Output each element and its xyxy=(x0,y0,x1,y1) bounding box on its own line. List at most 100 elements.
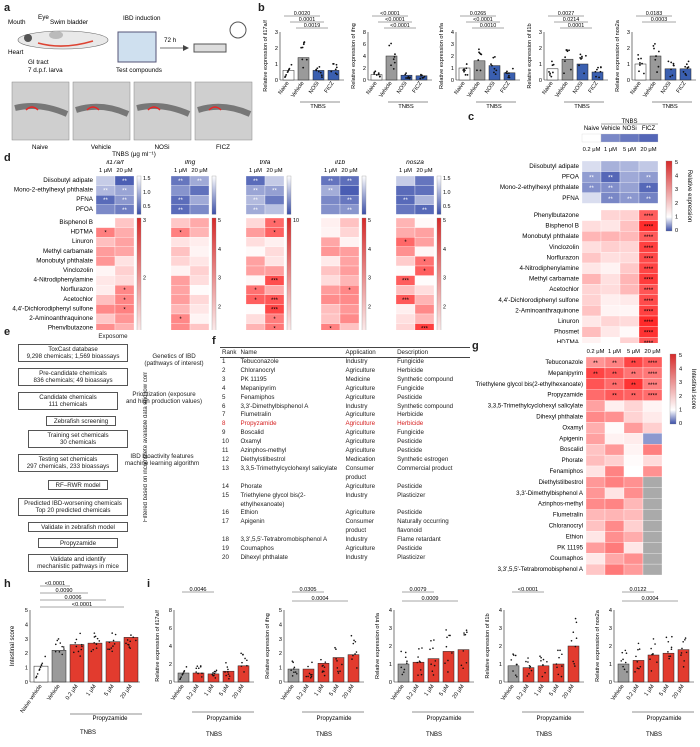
g-cell-16-2 xyxy=(623,531,644,543)
flow-box-10: RF–RWR model xyxy=(48,480,108,490)
g-cell-17-3 xyxy=(642,542,663,554)
i-point-4-4-1 xyxy=(685,651,688,654)
f-cell-11-1: Diethylstilbestrol xyxy=(240,455,286,463)
h-point-2-6 xyxy=(80,648,83,651)
c-bottom-cell-12-3 xyxy=(638,337,659,343)
i-point-1-1-2 xyxy=(305,675,308,678)
c-subcol-2: 5 μM xyxy=(623,147,636,153)
i-point-4-0-8 xyxy=(624,649,627,652)
b-point-0-2-0 xyxy=(318,66,321,68)
c-bottom-row-12: HDTMA xyxy=(557,339,580,343)
d-top-sig-2-3-0: ** xyxy=(253,208,258,214)
i-point-4-3-8 xyxy=(670,646,673,649)
c-bottom-cell-3-1 xyxy=(600,241,621,253)
panel-letter-i: i xyxy=(147,578,151,590)
d-top-cell-0-3-0 xyxy=(95,204,116,215)
d-bottom-cell-2-3-0 xyxy=(245,246,266,257)
i-point-1-2-3 xyxy=(324,661,327,663)
i-point-3-1-7 xyxy=(527,661,529,663)
c-bottom-row-4: Norflurazon xyxy=(546,254,579,261)
b-point-1-3-7 xyxy=(420,73,422,76)
i-point-4-4-8 xyxy=(680,654,682,656)
b-pval-3-2: 0.0001 xyxy=(568,23,585,29)
i-point-1-4-0 xyxy=(354,653,356,655)
i-bar-0-1 xyxy=(192,672,205,683)
i-cat-2-2: 1 μM xyxy=(424,683,436,697)
c-bottom-cell-9-1 xyxy=(600,305,621,317)
i-ytick-4-2: 2 xyxy=(609,644,612,650)
h-cat-2: 0.2 μM xyxy=(65,683,80,701)
i-point-0-0-7 xyxy=(180,676,182,678)
flow-box-3: Pre-candidate chemicals 836 chemicals; 4… xyxy=(18,368,128,386)
b-point-1-0-6 xyxy=(379,75,381,78)
g-sig-2-1: ** xyxy=(612,383,617,389)
i-point-4-0-5 xyxy=(622,658,624,661)
i-point-1-4-2 xyxy=(352,654,354,657)
i-bar-4-3 xyxy=(662,652,675,683)
b-point-0-1-7 xyxy=(305,58,308,61)
d-bottom-cell-3-6-0 xyxy=(320,275,341,286)
d-bottom-cell-3-4-0 xyxy=(320,256,341,267)
b-bar-1-1 xyxy=(385,55,398,81)
i-point-2-0-4 xyxy=(406,662,408,664)
c-top-row-0: Diisobutyl adipate xyxy=(529,163,579,170)
i-bar-1-2 xyxy=(317,663,330,683)
b-point-3-2-5 xyxy=(580,58,582,60)
g-cell-17-0 xyxy=(585,542,606,554)
d-bottom-cell-4-7-1 xyxy=(414,285,435,295)
f-cell-1-0: 2 xyxy=(222,366,226,374)
g-cell-8-0 xyxy=(585,444,606,456)
i-point-1-1-5 xyxy=(307,675,309,678)
g-cell-19-3 xyxy=(642,563,663,576)
h-point-3-1 xyxy=(98,640,101,642)
d-bottom-cell-2-2-1 xyxy=(264,237,285,247)
c-bottom-sig-0: **** xyxy=(644,214,654,220)
g-row-9: Phorate xyxy=(562,457,584,464)
i-point-1-4-8 xyxy=(354,640,357,643)
b-point-4-1-0 xyxy=(656,71,658,73)
i-point-0-2-8 xyxy=(213,672,216,675)
d-bottom-cell-1-8-1 xyxy=(189,294,210,305)
d-bottom-cell-2-7-1 xyxy=(264,285,285,295)
d-dose-1-1: 20 μM xyxy=(191,168,207,174)
c-bottom-sig-12: **** xyxy=(644,341,654,343)
c-header-col-2: NOSi xyxy=(622,126,636,132)
g-colorbar-label: Intestinal score xyxy=(690,369,696,410)
g-cell-19-2 xyxy=(623,563,644,576)
h-point-3-4 xyxy=(92,648,95,651)
b-point-3-1-3 xyxy=(563,72,565,75)
i-point-3-0-6 xyxy=(512,653,514,655)
g-row-15: Chloranocryl xyxy=(549,523,583,530)
g-colorbar-tick-2: 3 xyxy=(679,380,682,386)
b-ytick-3-3: 3 xyxy=(539,30,542,36)
i-point-4-3-0 xyxy=(667,651,669,653)
i-ytick-3-4: 4 xyxy=(499,608,502,614)
f-cell-13-0: 14 xyxy=(222,482,229,490)
f-cell-5-3: Synthetic compound xyxy=(397,402,454,410)
i-xgroup-2: TNBS xyxy=(426,732,442,738)
h-pval-0: <0.0001 xyxy=(45,581,65,587)
b-ytick-2-1: 1 xyxy=(451,66,454,72)
d-bottom-row-2: Linuron xyxy=(72,238,94,245)
i-point-2-2-2 xyxy=(433,664,436,667)
d-bottom-row-5: Vinclozolin xyxy=(63,267,93,274)
g-cell-14-2 xyxy=(623,509,644,521)
f-cell-14-2: Industry xyxy=(345,491,368,499)
b-point-0-3-5 xyxy=(334,68,337,71)
d-gene-4: nos2a xyxy=(406,160,424,166)
i-point-4-4-2 xyxy=(682,640,684,643)
i-point-1-0-7 xyxy=(296,672,298,675)
table-row: 16 Ethion Agriculture Pesticide xyxy=(220,509,470,518)
g-cell-15-2 xyxy=(623,520,644,532)
g-cell-4-0 xyxy=(585,400,606,412)
i-point-4-4-6 xyxy=(681,647,683,650)
i-cat-3-3: 5 μM xyxy=(549,683,561,697)
h-cat-3: 1 μM xyxy=(86,683,98,697)
i-point-0-3-2 xyxy=(227,671,229,673)
c-header-col-1: Vehicle xyxy=(601,126,621,132)
c-bottom-cell-10-0 xyxy=(581,315,602,327)
h-point-3-6 xyxy=(94,635,97,638)
d-bottom-scale-3-0: 5 xyxy=(368,218,371,224)
b-point-0-3-2 xyxy=(334,72,337,75)
d-bottom-cell-3-5-1 xyxy=(339,265,360,276)
